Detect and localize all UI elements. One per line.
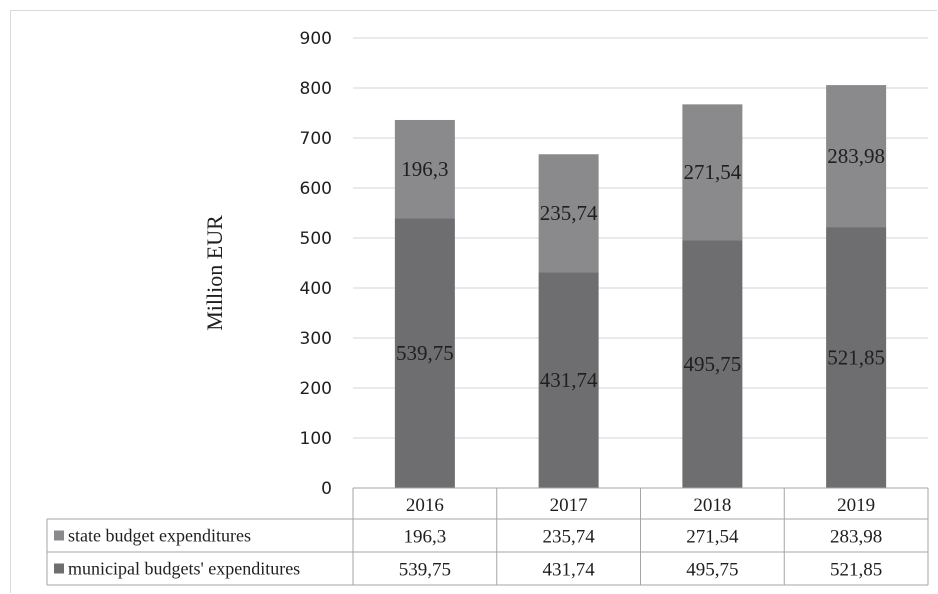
bar-segment <box>826 85 887 228</box>
bar-segment <box>394 119 455 219</box>
y-tick-label: 700 <box>300 129 332 149</box>
y-tick-label: 300 <box>300 329 332 349</box>
data-label: 431,74 <box>540 368 598 392</box>
legend-label: state budget expenditures <box>68 526 251 546</box>
y-tick-label: 0 <box>321 479 332 499</box>
table-cell: 196,3 <box>404 527 447 548</box>
bar-segment <box>682 104 743 241</box>
y-axis-ticks: 0 100 200 300 400 500 600 700 800 900 <box>300 29 332 499</box>
y-tick-label: 400 <box>300 279 332 299</box>
bar-segment <box>682 240 743 488</box>
data-label: 539,75 <box>396 341 454 365</box>
bar-segment <box>826 227 887 488</box>
table-cell: 495,75 <box>686 560 738 581</box>
table-cell: 431,74 <box>543 560 596 581</box>
y-axis-label: Million EUR <box>202 215 227 331</box>
data-label: 495,75 <box>684 352 742 376</box>
legend-swatch <box>54 530 64 541</box>
table-cell: 521,85 <box>830 560 882 581</box>
table-cell: 271,54 <box>686 527 739 548</box>
y-tick-label: 100 <box>300 429 332 449</box>
y-tick-label: 800 <box>300 79 332 99</box>
y-tick-label: 600 <box>300 179 332 199</box>
data-label: 196,3 <box>401 157 448 181</box>
legend-label: municipal budgets' expenditures <box>68 559 300 579</box>
bar-segment <box>394 218 455 488</box>
x-tick-label: 2018 <box>693 495 731 516</box>
y-tick-label: 500 <box>300 229 332 249</box>
x-tick-label: 2016 <box>406 495 444 516</box>
bar-segment <box>538 272 599 488</box>
data-labels: 539,75 196,3 431,74 235,74 495,75 271,54 521,8… <box>396 144 885 392</box>
data-label: 283,98 <box>827 144 885 168</box>
table-cell: 235,74 <box>543 527 596 548</box>
x-tick-label: 2019 <box>837 495 875 516</box>
y-tick-label: 900 <box>300 29 332 49</box>
legend-swatch <box>54 563 64 574</box>
bar-segment <box>538 154 599 273</box>
data-label: 235,74 <box>540 201 598 225</box>
y-tick-label: 200 <box>300 379 332 399</box>
chart-frame <box>10 10 937 593</box>
bars <box>394 85 887 488</box>
data-label: 521,85 <box>827 346 885 370</box>
x-tick-label: 2017 <box>550 495 588 516</box>
data-label: 271,54 <box>684 160 742 184</box>
table-cell: 539,75 <box>399 560 451 581</box>
table-cell: 283,98 <box>830 527 882 548</box>
data-table: 2016 2017 2018 2019 state budget expenditure… <box>46 487 929 586</box>
